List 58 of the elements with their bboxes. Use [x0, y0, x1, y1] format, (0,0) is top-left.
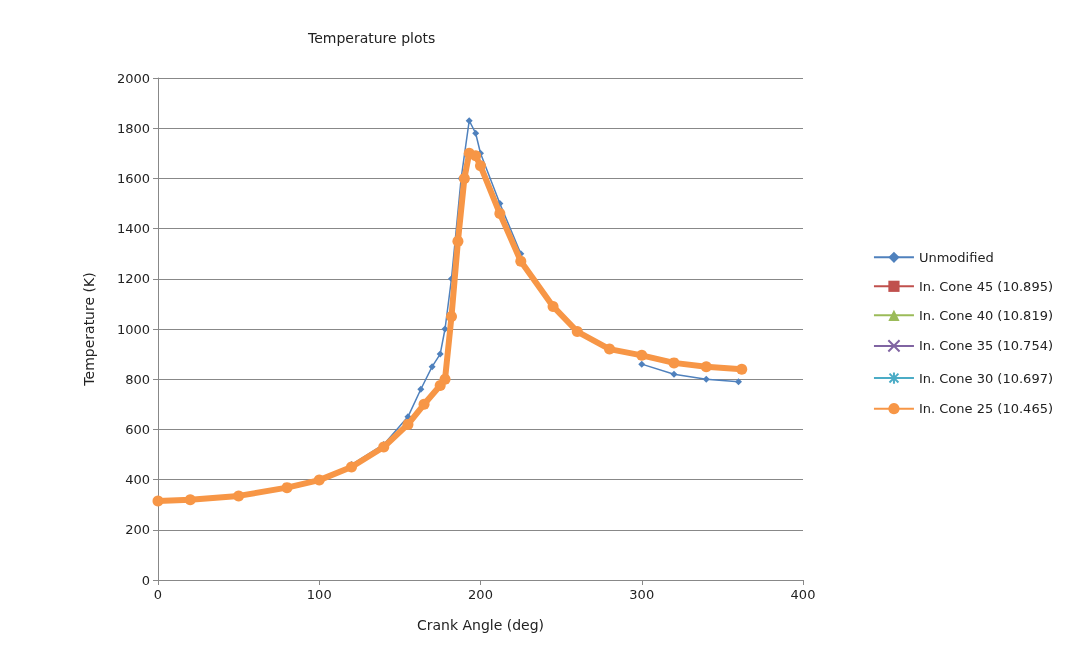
- y-tick-label: 1000: [116, 321, 150, 337]
- point: [515, 255, 527, 267]
- point: [636, 349, 648, 361]
- point: [436, 350, 444, 358]
- point: [547, 300, 559, 312]
- point: [494, 208, 506, 220]
- y-tick-label: 1600: [116, 170, 150, 186]
- point: [428, 363, 436, 371]
- point: [184, 494, 196, 506]
- point: [670, 370, 678, 378]
- point: [445, 310, 457, 322]
- y-tick-label: 800: [125, 371, 150, 387]
- y-tick-label: 2000: [116, 70, 150, 86]
- y-axis-title: Temperature (K): [81, 272, 97, 387]
- point: [700, 361, 712, 373]
- point: [346, 461, 357, 473]
- x-axis-title: Crank Angle (deg): [416, 617, 545, 633]
- y-tick-label: 0: [141, 572, 150, 588]
- point: [735, 378, 742, 386]
- x-tick-label: 300: [629, 587, 655, 602]
- x-tick-label: 100: [306, 587, 332, 602]
- x-tick-label: 0: [153, 587, 163, 602]
- legend-label: In. Cone 45 (10.895): [918, 278, 1053, 294]
- y-tick-label: 1200: [116, 271, 150, 287]
- point: [233, 490, 245, 502]
- y-tick-label: 600: [125, 421, 150, 437]
- point: [281, 482, 293, 494]
- legend-label: In. Cone 40 (10.819): [918, 307, 1053, 323]
- point: [152, 495, 164, 507]
- point: [439, 373, 451, 385]
- point: [571, 326, 583, 338]
- legend-label: Unmodified: [918, 249, 994, 265]
- legend-label: In. Cone 35 (10.754): [918, 338, 1053, 354]
- legend-label: In. Cone 30 (10.697): [918, 370, 1053, 386]
- y-tick-label: 400: [125, 472, 150, 488]
- legend-label: In. Cone 25 (10.465): [918, 401, 1053, 417]
- point: [452, 235, 464, 247]
- point: [668, 357, 680, 369]
- point: [378, 441, 390, 453]
- point: [470, 150, 482, 162]
- point: [458, 172, 470, 184]
- y-tick-label: 1800: [116, 120, 150, 136]
- chart-title: Temperature plots: [307, 30, 436, 46]
- point: [736, 363, 748, 375]
- point: [475, 160, 486, 172]
- point: [638, 360, 646, 368]
- point: [604, 343, 615, 355]
- point: [402, 418, 414, 430]
- point: [472, 129, 480, 137]
- x-tick-label: 400: [790, 587, 816, 602]
- x-tick-label: 200: [468, 587, 493, 602]
- point: [702, 375, 710, 383]
- point: [465, 117, 473, 125]
- point: [417, 385, 425, 393]
- point: [418, 398, 430, 410]
- point: [313, 474, 325, 486]
- y-tick-label: 200: [125, 522, 150, 538]
- y-tick-label: 1400: [116, 221, 150, 237]
